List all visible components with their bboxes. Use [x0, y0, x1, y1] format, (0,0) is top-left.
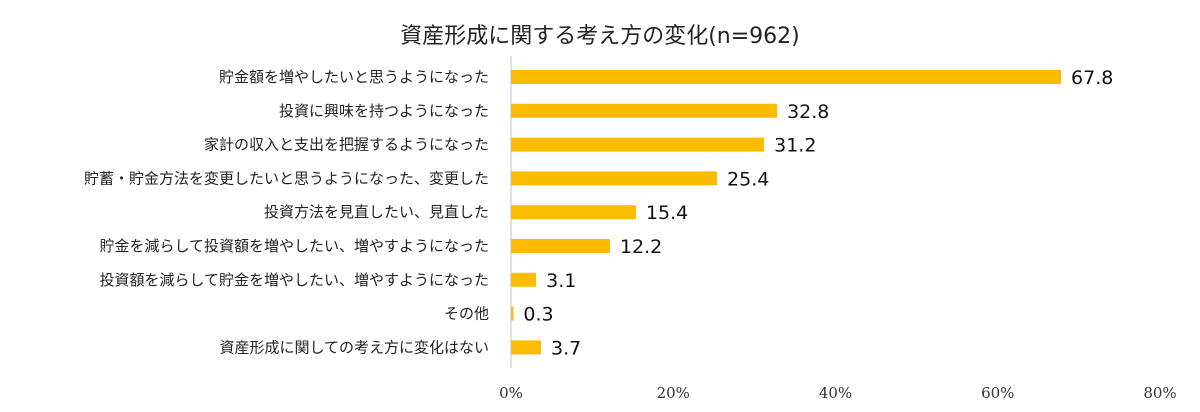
x-tick-label: 60% [981, 384, 1014, 402]
bar [511, 239, 610, 253]
x-tick-label: 80% [1143, 384, 1176, 402]
value-label: 67.8 [1071, 67, 1113, 89]
category-label: 投資方法を見直したい、見直した [264, 203, 489, 221]
value-label: 3.1 [546, 270, 576, 292]
bar [511, 205, 636, 220]
category-label: 投資額を減らして貯金を増やしたい、増やすようになった [99, 271, 489, 289]
value-label: 31.2 [774, 135, 816, 157]
value-label: 25.4 [727, 168, 769, 190]
bar [511, 306, 514, 321]
x-tick-label: 0% [499, 384, 523, 402]
category-label: 家計の収入と支出を把握するようになった [204, 136, 489, 154]
category-label: 投資に興味を持つようになった [279, 102, 489, 120]
category-label: 資産形成に関しての考え方に変化はない [219, 338, 489, 356]
bar [511, 340, 542, 355]
category-label: その他 [444, 305, 489, 323]
bar [511, 272, 537, 287]
x-tick-label: 20% [657, 384, 690, 402]
category-label: 貯金を減らして投資額を増やしたい、増やすようになった [99, 237, 489, 255]
category-label: 貯金額を増やしたいと思うようになった [219, 68, 489, 86]
bar [511, 103, 778, 118]
bar [511, 171, 718, 186]
bar [511, 137, 765, 152]
value-label: 0.3 [523, 304, 553, 326]
value-label: 15.4 [646, 202, 688, 224]
bar [511, 70, 1062, 84]
category-label: 貯蓄・貯金方法を変更したいと思うようになった、変更した [84, 169, 489, 187]
chart-title: 資産形成に関する考え方の変化(n=962) [400, 24, 800, 49]
value-label: 32.8 [787, 101, 829, 123]
value-label: 12.2 [620, 236, 662, 258]
value-label: 3.7 [551, 337, 581, 359]
x-tick-label: 40% [819, 384, 852, 402]
